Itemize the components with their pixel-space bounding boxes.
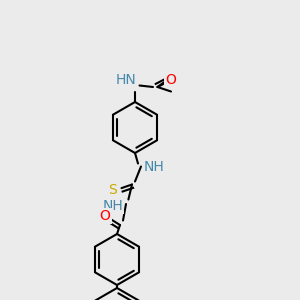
Text: O: O (100, 209, 110, 223)
Text: O: O (166, 73, 176, 86)
Text: HN: HN (116, 73, 136, 87)
Text: NH: NH (102, 199, 123, 212)
Text: NH: NH (144, 160, 165, 173)
Text: S: S (108, 184, 117, 197)
